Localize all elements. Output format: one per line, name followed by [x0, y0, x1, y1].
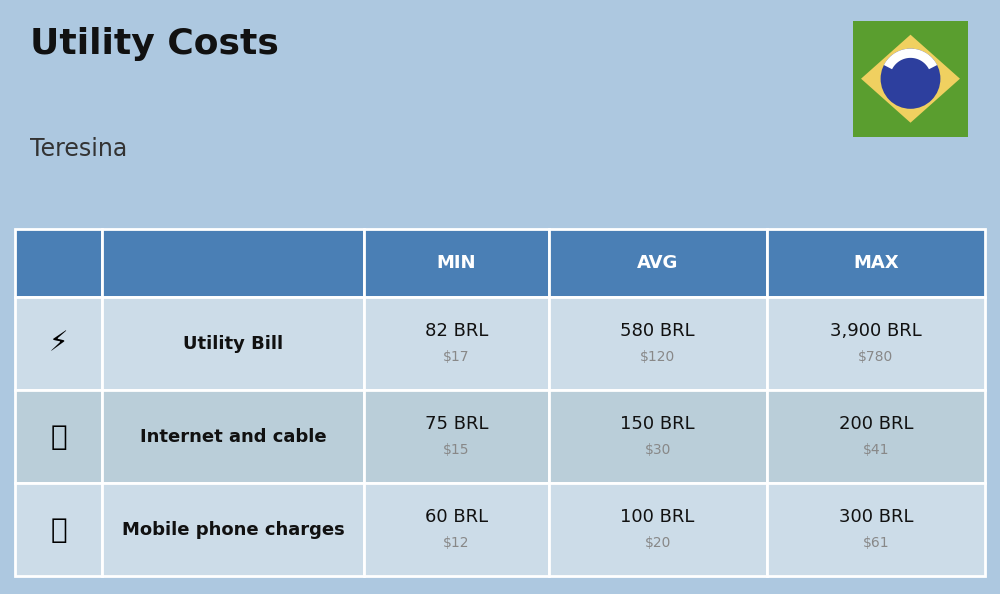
Text: Utility Costs: Utility Costs: [30, 27, 279, 61]
Text: $780: $780: [858, 349, 894, 364]
Bar: [102, 229, 364, 297]
Text: 150 BRL: 150 BRL: [620, 415, 695, 432]
Text: $41: $41: [863, 443, 889, 457]
Bar: [364, 483, 548, 576]
Bar: [15, 229, 102, 297]
Text: MAX: MAX: [853, 254, 899, 272]
FancyBboxPatch shape: [848, 16, 973, 141]
Text: Teresina: Teresina: [30, 137, 127, 160]
Bar: [102, 483, 364, 576]
Bar: [15, 297, 102, 390]
Text: 📶: 📶: [50, 422, 67, 451]
Bar: [548, 390, 767, 483]
Text: 200 BRL: 200 BRL: [839, 415, 913, 432]
Bar: [364, 229, 548, 297]
Text: MIN: MIN: [437, 254, 476, 272]
Bar: [364, 390, 548, 483]
Bar: [548, 297, 767, 390]
Bar: [548, 483, 767, 576]
Polygon shape: [884, 49, 937, 69]
Text: 3,900 BRL: 3,900 BRL: [830, 321, 922, 340]
Text: 580 BRL: 580 BRL: [620, 321, 695, 340]
Text: $17: $17: [443, 349, 470, 364]
Text: $20: $20: [644, 536, 671, 549]
Bar: [15, 390, 102, 483]
Bar: [767, 297, 985, 390]
Text: Internet and cable: Internet and cable: [140, 428, 327, 446]
Text: $15: $15: [443, 443, 470, 457]
Polygon shape: [861, 34, 960, 123]
Bar: [364, 297, 548, 390]
Text: 100 BRL: 100 BRL: [620, 508, 695, 526]
Text: $120: $120: [640, 349, 675, 364]
Text: 60 BRL: 60 BRL: [425, 508, 488, 526]
Text: $61: $61: [863, 536, 889, 549]
Text: $12: $12: [443, 536, 470, 549]
Text: 75 BRL: 75 BRL: [425, 415, 488, 432]
Bar: [548, 229, 767, 297]
Bar: [767, 229, 985, 297]
Bar: [102, 390, 364, 483]
Circle shape: [881, 49, 940, 109]
Bar: [15, 483, 102, 576]
Text: 📱: 📱: [50, 516, 67, 544]
Bar: [102, 297, 364, 390]
Text: 300 BRL: 300 BRL: [839, 508, 913, 526]
Text: Utility Bill: Utility Bill: [183, 334, 283, 352]
Bar: [767, 483, 985, 576]
Text: ⚡: ⚡: [49, 330, 68, 358]
Text: $30: $30: [644, 443, 671, 457]
Text: AVG: AVG: [637, 254, 678, 272]
Text: 82 BRL: 82 BRL: [425, 321, 488, 340]
Bar: [767, 390, 985, 483]
Text: Mobile phone charges: Mobile phone charges: [122, 521, 345, 539]
